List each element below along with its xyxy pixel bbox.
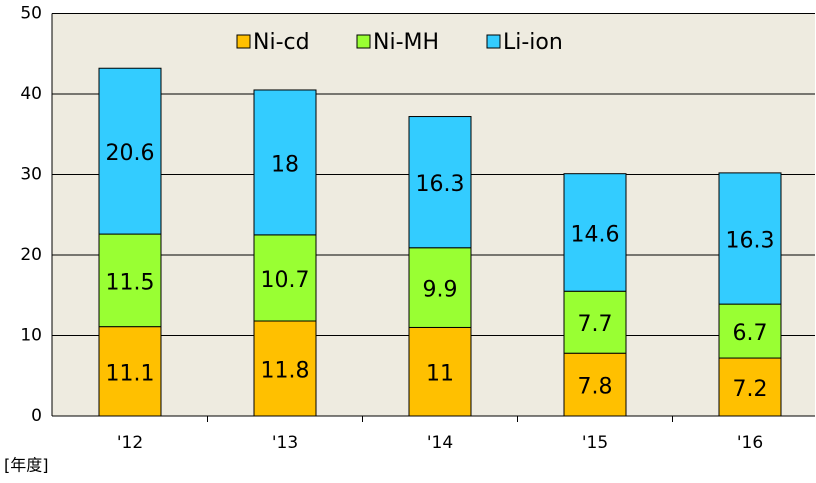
legend-swatch — [236, 34, 251, 49]
y-tick-label: 40 — [20, 84, 42, 104]
x-tick-label: '13 — [272, 433, 298, 453]
data-label: 14.6 — [571, 222, 620, 247]
bar-segment — [98, 233, 162, 328]
bar-segment — [98, 326, 162, 417]
bar-segment — [563, 290, 627, 354]
x-tick-label: '14 — [427, 433, 453, 453]
data-label: 16.3 — [416, 172, 465, 197]
bar-segment — [253, 320, 317, 417]
bar-segment — [98, 67, 162, 235]
bar-segment — [718, 172, 782, 305]
y-tick-label: 20 — [20, 245, 42, 265]
data-label: 7.2 — [733, 377, 768, 402]
data-label: 18 — [271, 152, 299, 177]
legend-swatch — [486, 34, 501, 49]
bar-segment — [563, 352, 627, 417]
y-tick-label: 30 — [20, 165, 42, 185]
data-label: 20.6 — [106, 141, 155, 166]
x-axis-label: [年度] — [4, 456, 49, 475]
y-tick-label: 50 — [20, 4, 42, 24]
bar-segment — [718, 303, 782, 359]
data-label: 16.3 — [726, 228, 775, 253]
data-label: 10.7 — [261, 268, 310, 293]
bar-segment — [253, 234, 317, 322]
bar-segment — [408, 326, 472, 417]
data-label: 9.9 — [423, 278, 458, 303]
data-label: 7.8 — [578, 375, 613, 400]
legend-label: Li-ion — [503, 30, 563, 55]
x-tick-label: '12 — [117, 433, 143, 453]
y-tick-label: 0 — [31, 406, 42, 426]
bar-segment — [563, 173, 627, 292]
data-label: 7.7 — [578, 312, 613, 337]
bar-segment — [408, 116, 472, 249]
bar-segment — [718, 357, 782, 417]
x-tick-label: '15 — [582, 433, 608, 453]
legend-label: Ni-MH — [373, 30, 439, 55]
bar-segment — [408, 247, 472, 328]
data-label: 11.5 — [106, 270, 155, 295]
data-label: 11.1 — [106, 361, 155, 386]
legend-label: Ni-cd — [253, 30, 310, 55]
data-label: 11 — [426, 362, 454, 387]
x-tick-label: '16 — [737, 433, 763, 453]
data-label: 11.8 — [261, 359, 310, 384]
y-tick-label: 10 — [20, 326, 42, 346]
data-label: 6.7 — [733, 321, 768, 346]
legend-swatch — [356, 34, 371, 49]
bar-segment — [253, 89, 317, 236]
